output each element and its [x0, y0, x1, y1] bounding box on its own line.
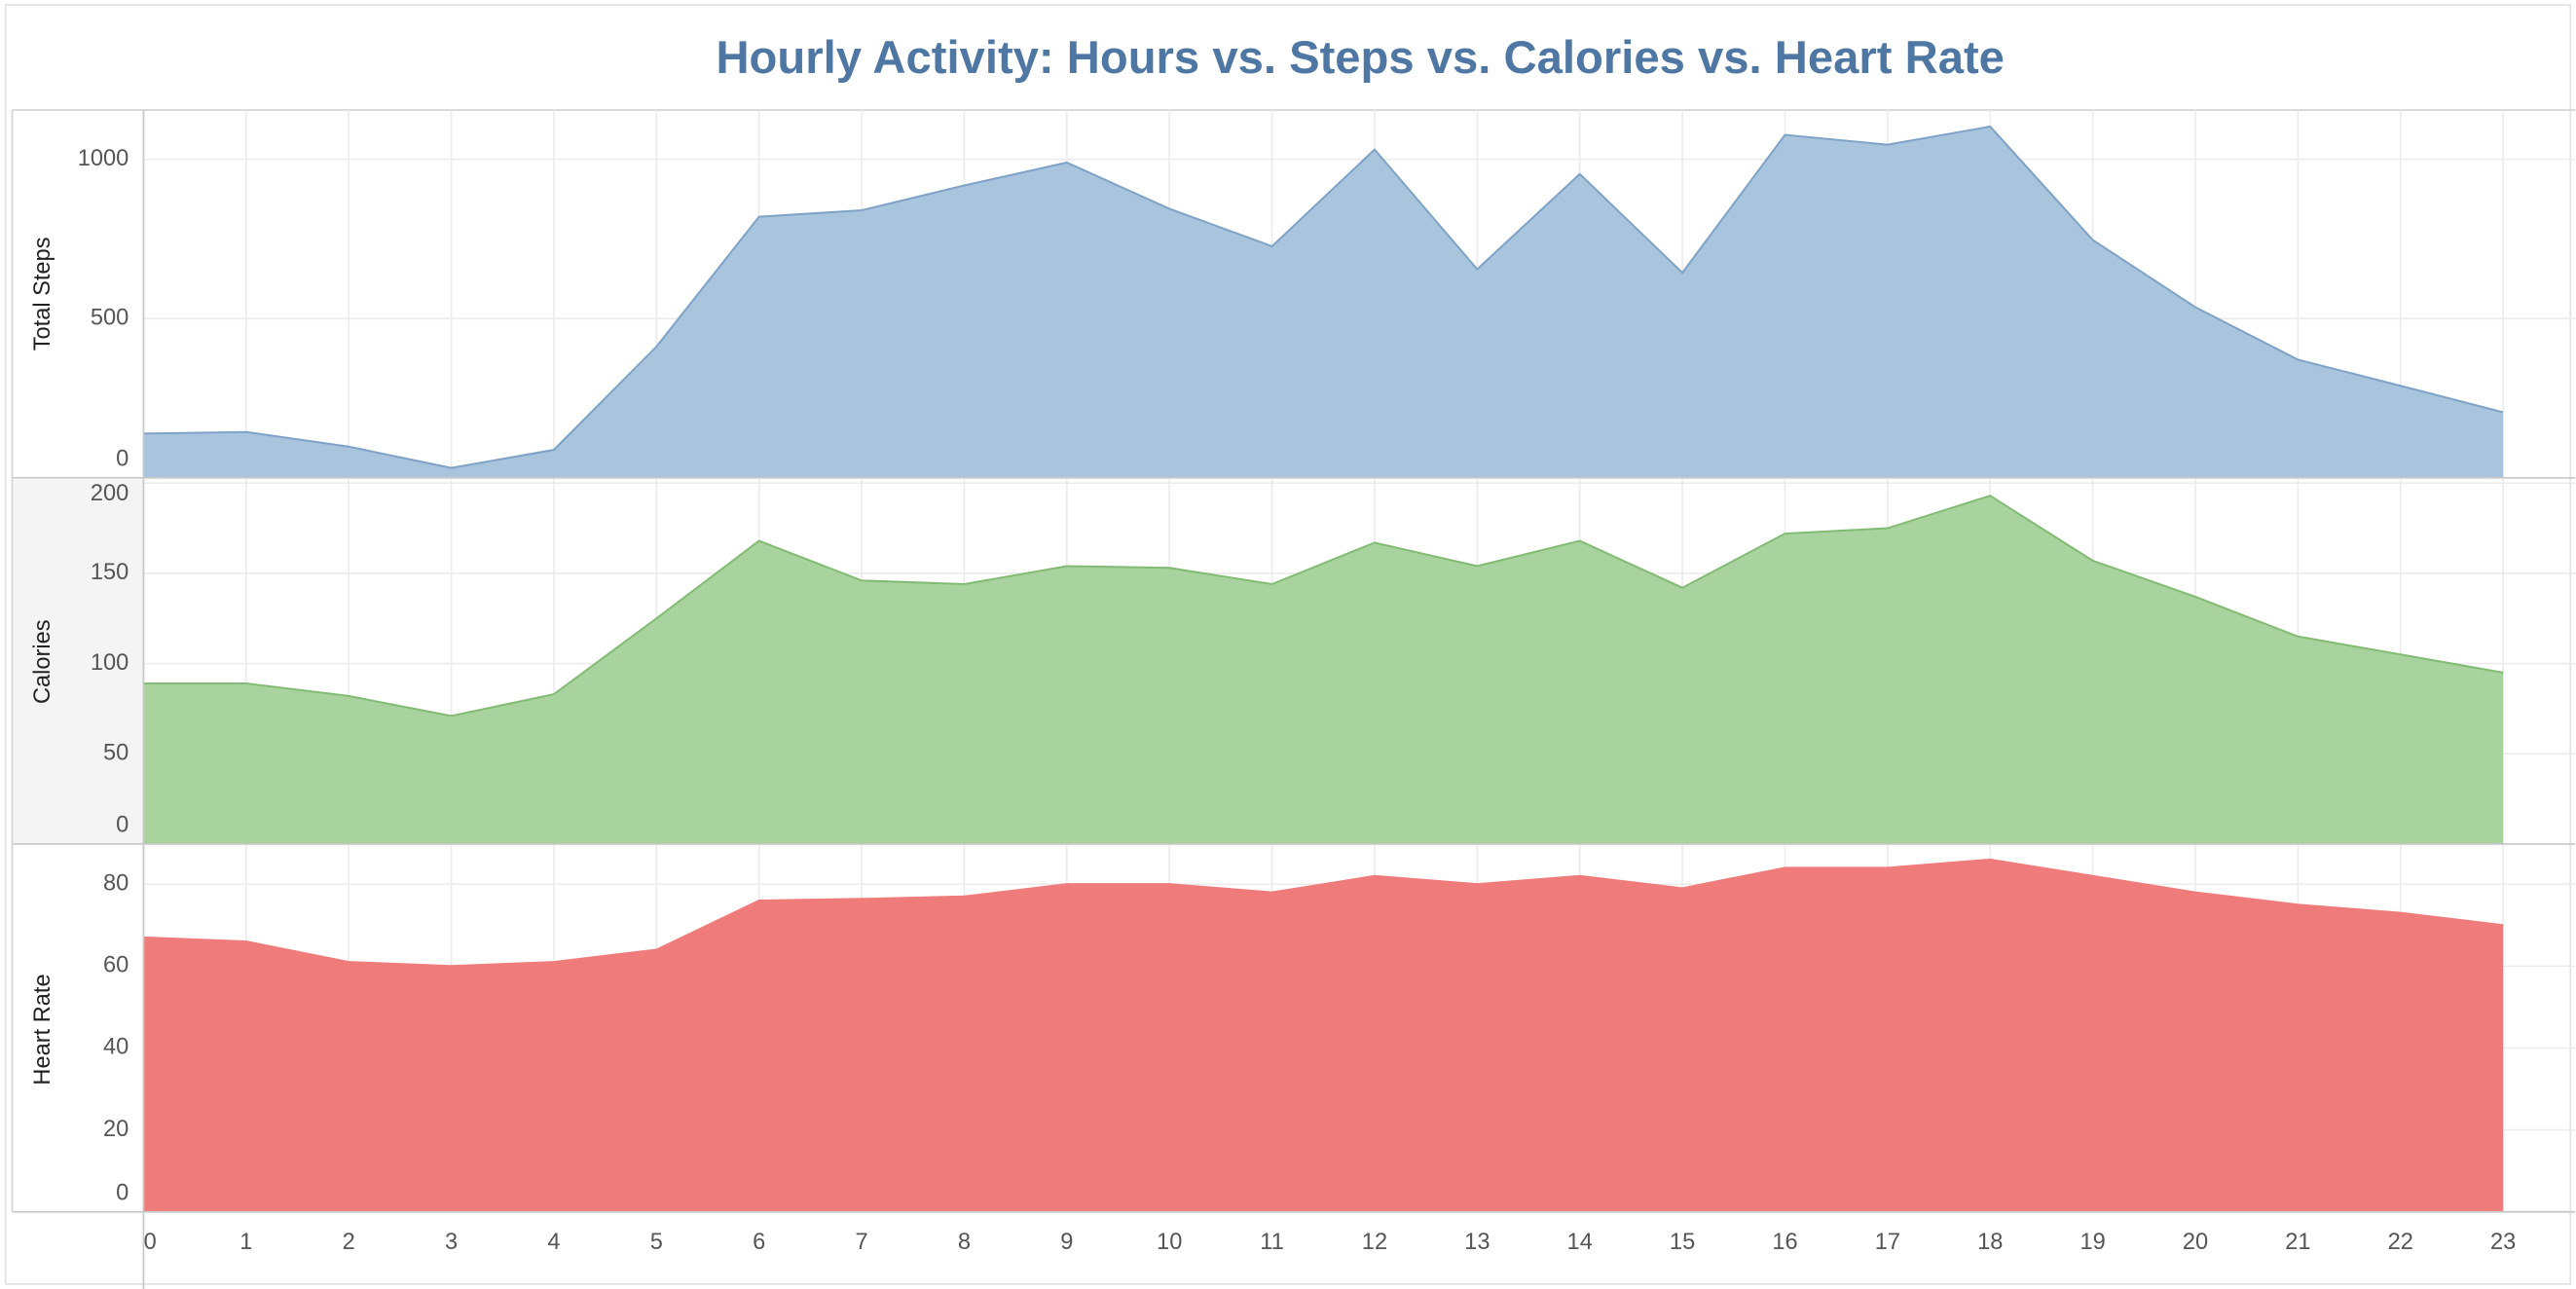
x-tick-label: 8: [958, 1230, 971, 1255]
x-tick-label: 14: [1567, 1230, 1593, 1255]
y-axis-label: Calories: [30, 619, 55, 704]
x-tick-label: 0: [144, 1230, 157, 1255]
y-tick-label: 1000: [78, 146, 129, 171]
area-line: [143, 125, 2504, 469]
x-tick-label: 6: [753, 1230, 765, 1255]
y-tick-label: 0: [116, 446, 129, 471]
x-tick-label: 19: [2079, 1230, 2105, 1255]
x-tick-label: 22: [2388, 1230, 2413, 1255]
x-tick-label: 4: [547, 1230, 560, 1255]
area-line: [143, 858, 2504, 968]
chart-title: Hourly Activity: Hours vs. Steps vs. Cal…: [716, 32, 2005, 84]
y-tick-label: 500: [91, 305, 129, 330]
x-tick-label: 9: [1060, 1230, 1073, 1255]
x-tick-label: 7: [855, 1230, 867, 1255]
x-tick-label: 13: [1464, 1230, 1490, 1255]
y-tick-label: 150: [91, 560, 129, 585]
x-tick-label: 1: [239, 1230, 252, 1255]
area: [143, 127, 2504, 478]
x-tick-label: 3: [445, 1230, 458, 1255]
y-tick-label: 40: [103, 1035, 129, 1060]
x-tick-label: 20: [2183, 1230, 2208, 1255]
x-tick-label: 17: [1875, 1230, 1900, 1255]
axis-highlight: [12, 479, 144, 844]
y-tick-label: 80: [103, 870, 129, 896]
y-axis-label: Total Steps: [30, 237, 55, 350]
x-tick-label: 5: [650, 1230, 663, 1255]
x-tick-label: 11: [1260, 1230, 1284, 1255]
x-tick-label: 15: [1670, 1230, 1695, 1255]
x-tick-label: 21: [2285, 1230, 2310, 1255]
x-tick-label: 23: [2490, 1230, 2516, 1255]
area-line: [143, 495, 2504, 718]
x-tick-label: 10: [1157, 1230, 1182, 1255]
y-axis-label: Heart Rate: [30, 974, 55, 1085]
x-tick-label: 16: [1772, 1230, 1797, 1255]
y-tick-label: 200: [91, 481, 129, 506]
y-tick-label: 0: [116, 813, 129, 838]
x-tick-label: 18: [1977, 1230, 2003, 1255]
x-tick-label: 12: [1362, 1230, 1387, 1255]
y-tick-label: 0: [116, 1180, 129, 1205]
y-tick-label: 20: [103, 1117, 129, 1142]
y-tick-label: 60: [103, 953, 129, 978]
x-tick-label: 2: [343, 1230, 355, 1255]
y-tick-label: 50: [103, 740, 129, 765]
y-tick-label: 100: [91, 650, 129, 676]
area: [143, 859, 2504, 1212]
area: [143, 496, 2504, 844]
